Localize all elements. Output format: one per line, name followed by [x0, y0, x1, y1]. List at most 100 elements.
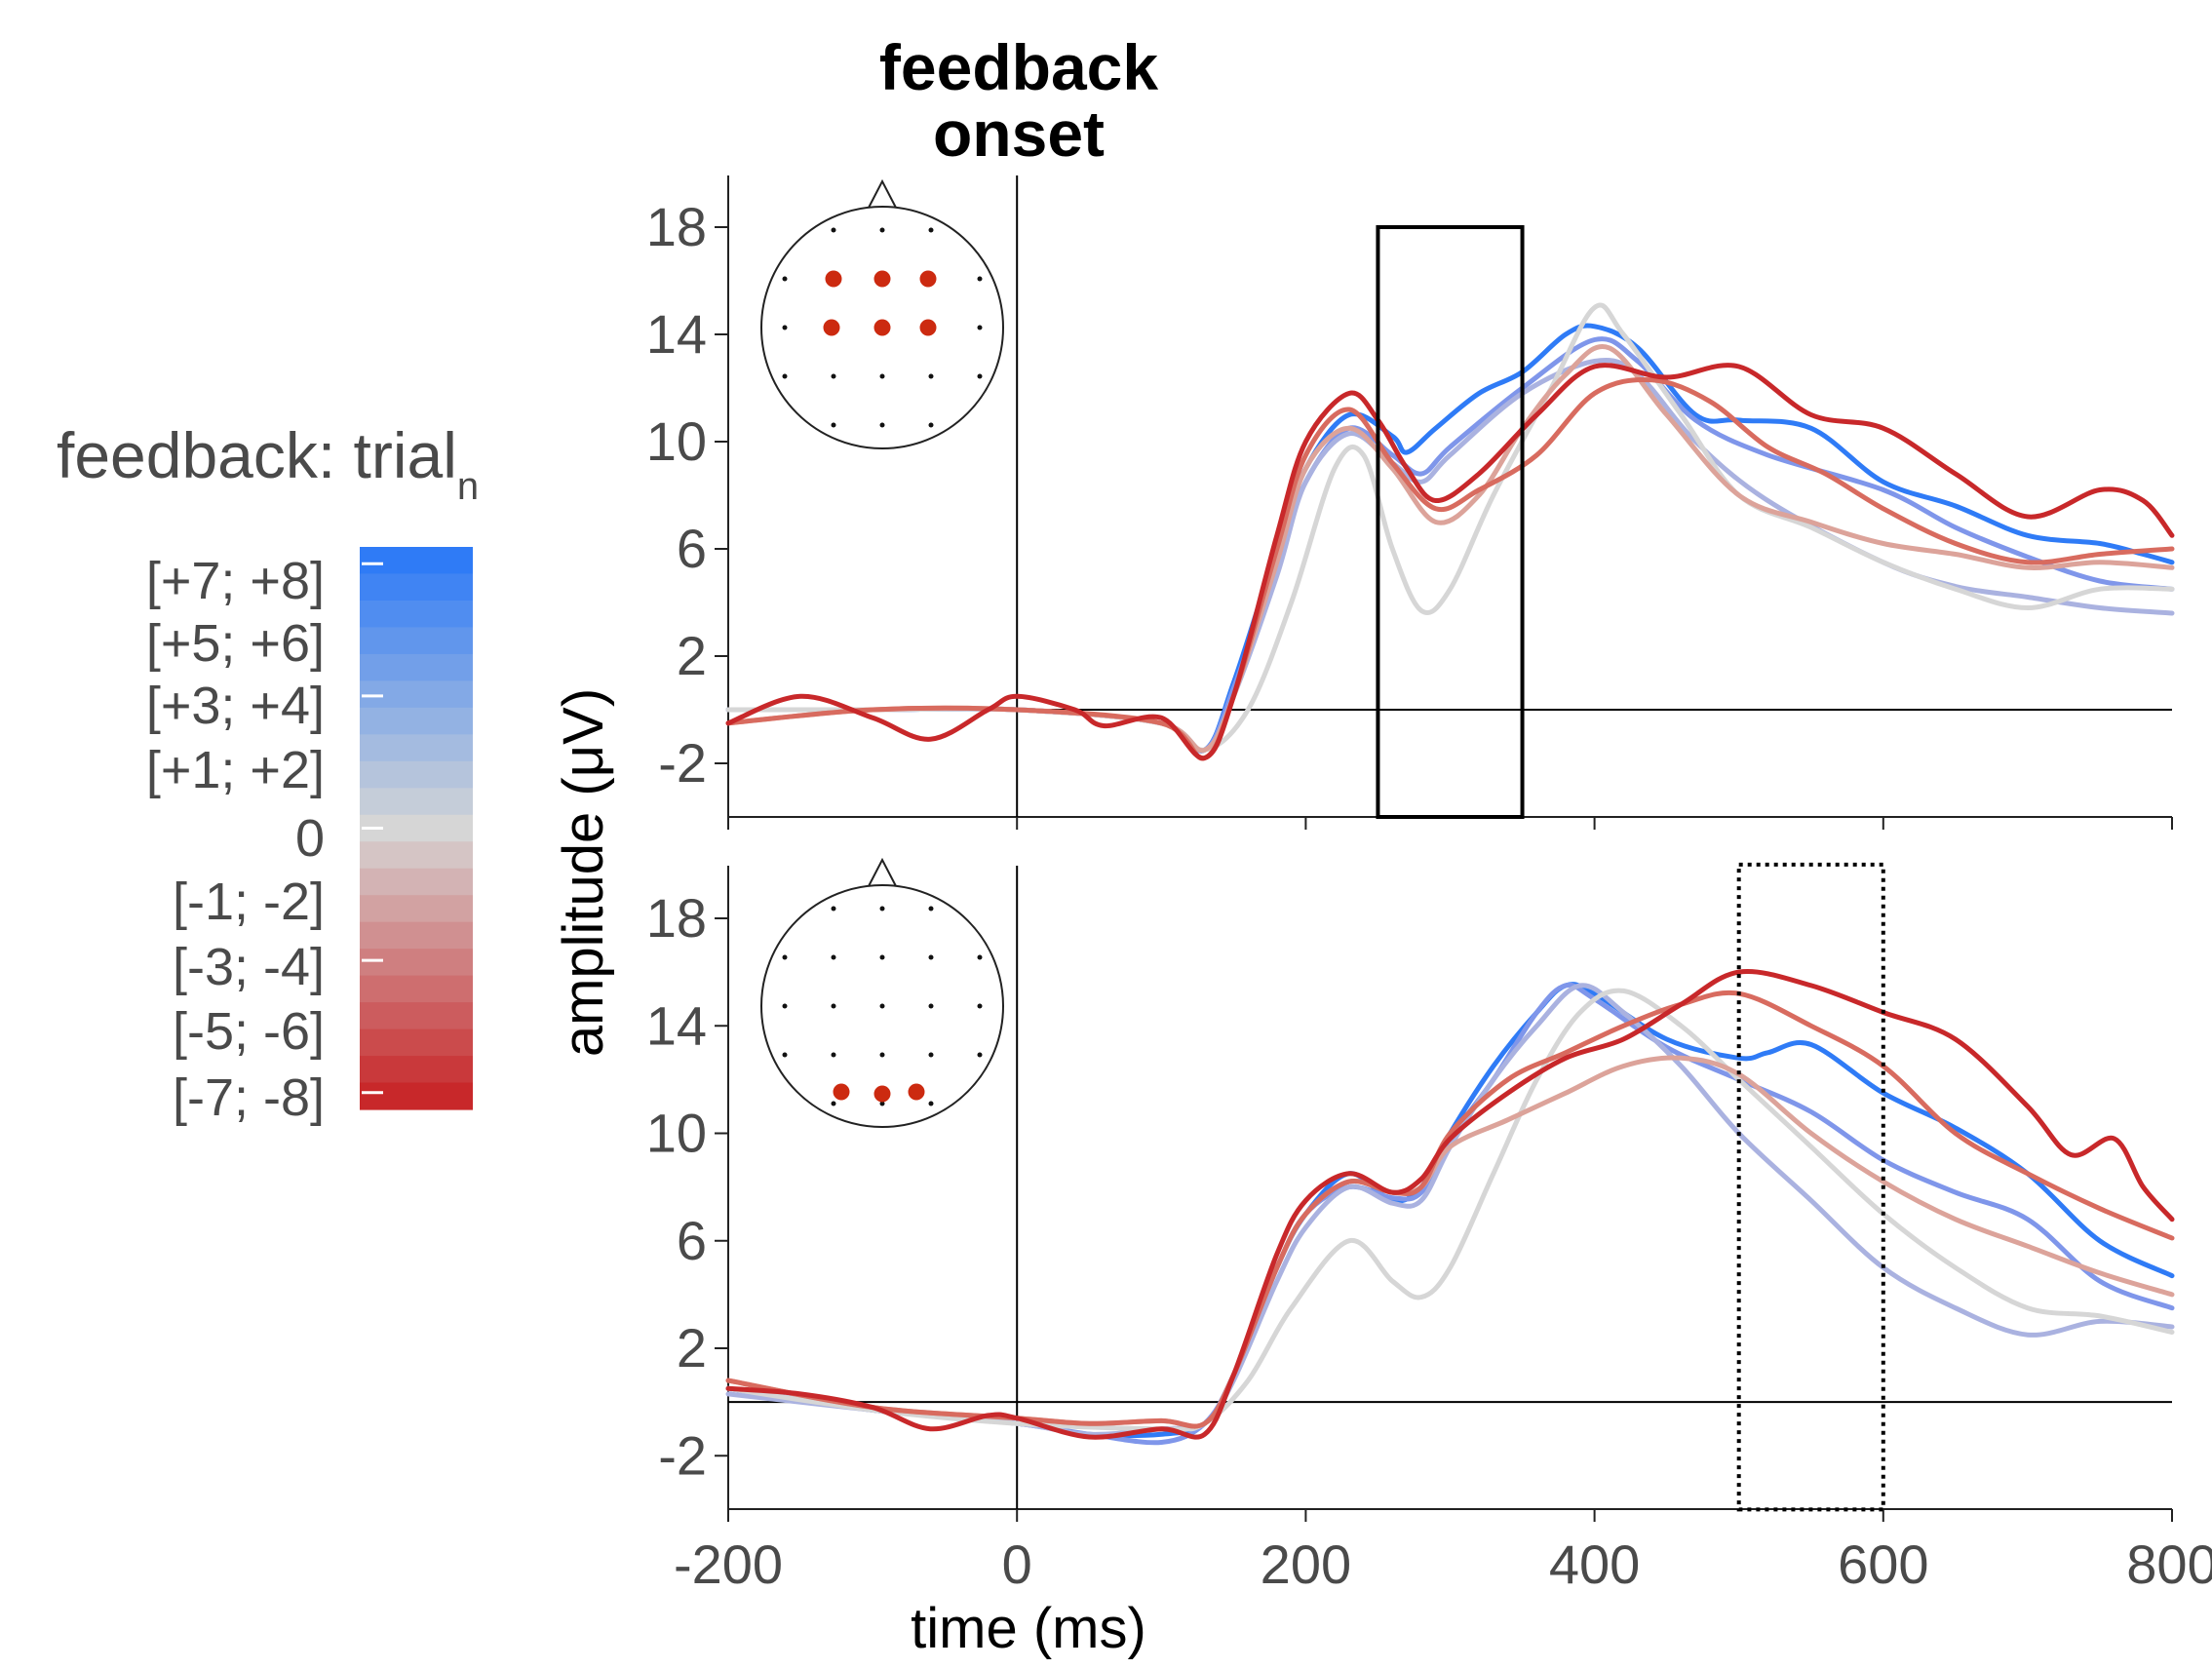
electrode-dot: [831, 1101, 836, 1106]
colorbar-segment: [360, 653, 473, 681]
y-tick-label: -2: [658, 732, 707, 794]
legend-label: [-7; -8]: [173, 1068, 325, 1127]
colorbar-segment: [360, 868, 473, 896]
y-tick-label: 6: [677, 518, 707, 579]
electrode-dot: [782, 1052, 788, 1058]
electrode-selected: [919, 270, 937, 288]
electrode-dot: [831, 906, 836, 912]
legend-label: [+5; +6]: [146, 614, 325, 673]
series-line-red: [725, 969, 2175, 1440]
x-tick-label: -200: [674, 1533, 783, 1595]
electrode-dot: [977, 373, 983, 379]
legend-label: 0: [295, 809, 325, 868]
legend-label: [+1; +2]: [146, 741, 325, 799]
analysis-window: [1376, 225, 1525, 819]
electrode-dot: [831, 954, 836, 960]
legend-label: [-5; -6]: [173, 1002, 325, 1061]
electrode-dot: [831, 1003, 836, 1009]
colorbar-segment: [360, 841, 473, 870]
y-tick-label: 18: [646, 196, 707, 257]
colorbar-segment: [360, 1082, 473, 1110]
colorbar-segment: [360, 760, 473, 789]
colorbar-segment: [360, 1002, 473, 1030]
electrode-dot: [879, 1101, 885, 1106]
y-tick-label: 6: [677, 1210, 707, 1271]
panel-bottom: -2 2 6 10 14 18 -200 0 200 400 600 800: [646, 857, 2212, 1595]
electrode-selected: [823, 319, 840, 336]
electrode-dot: [928, 906, 934, 912]
legend-label: [-1; -2]: [173, 873, 325, 931]
electrode-dot: [977, 954, 983, 960]
legend: feedback: trialn [+7; +8][+5; +6][+3; +4…: [57, 419, 479, 1127]
electrode-dot: [928, 1101, 934, 1106]
y-tick-label: 10: [646, 410, 707, 472]
x-tick-label: 600: [1838, 1533, 1928, 1595]
electrode-selected: [873, 1085, 891, 1103]
colorbar-segment: [360, 895, 473, 923]
colorbar-segment: [360, 1056, 473, 1084]
series-line-light_red: [725, 343, 2175, 754]
analysis-window: [1736, 862, 1885, 1512]
head-outline: [760, 206, 1004, 449]
y-tick-label: 2: [677, 625, 707, 686]
electrode-dot: [879, 422, 885, 428]
electrode-dot: [977, 1003, 983, 1009]
electrode-dot: [928, 422, 934, 428]
electrode-dot: [977, 1052, 983, 1058]
y-tick-label: 14: [646, 994, 707, 1056]
onset-label-line-2: onset: [933, 97, 1105, 170]
electrode-dot: [879, 227, 885, 233]
y-tick-label: 14: [646, 303, 707, 365]
electrode-dot: [782, 954, 788, 960]
series-line-mid_red: [725, 376, 2175, 761]
electrode-dot: [831, 422, 836, 428]
y-tick-label: 10: [646, 1103, 707, 1164]
electrode-dot: [782, 276, 788, 282]
legend-label: [-3; -4]: [173, 938, 325, 996]
colorbar-segment: [360, 600, 473, 629]
electrode-selected: [908, 1083, 925, 1101]
legend-title-subscript: n: [457, 465, 479, 508]
electrode-dot: [831, 1052, 836, 1058]
electrode-dot: [831, 227, 836, 233]
x-tick-label: 800: [2126, 1533, 2212, 1595]
colorbar-segment: [360, 734, 473, 762]
colorbar-segment: [360, 788, 473, 816]
legend-colorbar: [360, 547, 473, 1110]
series-line-light_red: [725, 1055, 2175, 1429]
series-line-mid_red: [725, 990, 2175, 1429]
head-outline: [760, 884, 1004, 1128]
colorbar-segment: [360, 1029, 473, 1057]
electrode-dot: [928, 1003, 934, 1009]
series-line-gray: [725, 988, 2175, 1432]
electrode-dot: [928, 1052, 934, 1058]
electrode-dot: [782, 1003, 788, 1009]
electrode-dot: [977, 276, 983, 282]
colorbar-segment: [360, 573, 473, 602]
colorbar-segment: [360, 627, 473, 655]
colorbar-segment: [360, 921, 473, 950]
series-line-blue: [725, 982, 2175, 1439]
onset-label-line-1: feedback: [879, 31, 1158, 103]
electrode-selected: [873, 319, 891, 336]
legend-label: [+3; +4]: [146, 677, 325, 735]
electrode-dot: [928, 954, 934, 960]
electrode-dot: [879, 1052, 885, 1058]
x-tick-label: 200: [1261, 1533, 1351, 1595]
head-nose: [868, 857, 897, 887]
series-line-red: [725, 363, 2175, 761]
legend-labels: [+7; +8][+5; +6][+3; +4] [+1; +2] 0[-1; -2…: [146, 552, 325, 1127]
electrode-dot: [831, 373, 836, 379]
y-axis-label: amplitude (μV): [552, 688, 615, 1057]
y-tick-label: -2: [658, 1424, 707, 1486]
electrode-dot: [928, 227, 934, 233]
series-line-light_blue: [725, 983, 2175, 1437]
panel-top: -2 2 6 10 14 18: [646, 175, 2175, 830]
electrode-dot: [879, 1003, 885, 1009]
electrode-dot: [879, 906, 885, 912]
electrode-selected: [873, 270, 891, 288]
series-line-mid_blue: [725, 982, 2175, 1446]
electrode-dot: [879, 954, 885, 960]
head-nose: [868, 178, 897, 209]
